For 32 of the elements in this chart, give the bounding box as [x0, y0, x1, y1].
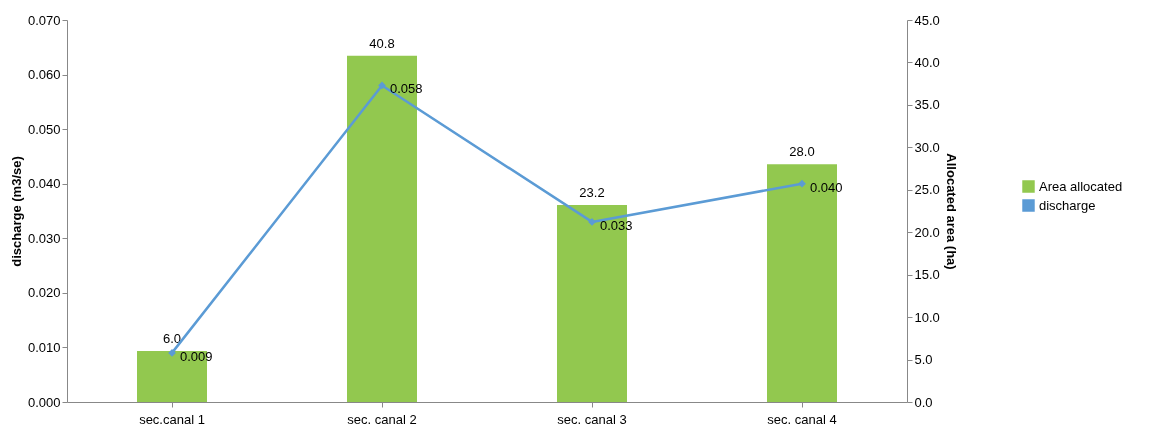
y2-tick-label: 10.0: [914, 309, 940, 325]
data-label: 28.0: [789, 144, 815, 160]
point: [798, 179, 806, 188]
data-label: 23.2: [579, 185, 605, 201]
y2-tick-label: 15.0: [914, 267, 940, 283]
y2-tick-label: 20.0: [914, 224, 940, 240]
x-tick-label: sec. canal 3: [557, 411, 627, 427]
data-label: 40.8: [369, 35, 395, 51]
y2-tick-label: 30.0: [914, 139, 940, 155]
y-axis-title: discharge (m3/se): [8, 156, 24, 267]
y-tick-label: 0.030: [27, 230, 61, 246]
y2-axis-title: Allocated area (ha): [943, 153, 959, 270]
y-tick-label: 0.020: [27, 285, 61, 301]
y-tick-label: 0.070: [27, 12, 61, 28]
x-tick-label: sec. canal 4: [767, 411, 837, 427]
legend-label: discharge: [1039, 197, 1096, 213]
y2-tick-label: 35.0: [914, 97, 940, 113]
x-tick-label: sec. canal 2: [347, 411, 417, 427]
y2-tick-label: 45.0: [914, 12, 940, 28]
y2-tick-label: 0.0: [914, 394, 933, 410]
y-tick-label: 0.050: [27, 121, 61, 137]
y2-tick-label: 40.0: [914, 54, 940, 70]
y-tick-label: 0.060: [27, 67, 61, 83]
y2-tick-label: 25.0: [914, 182, 940, 198]
y-tick-label: 0.010: [27, 339, 61, 355]
y-tick-label: 0.000: [27, 394, 61, 410]
point: [378, 81, 386, 90]
legend-label: Area allocated: [1039, 178, 1123, 194]
data-label: 6.0: [162, 331, 182, 347]
y2-tick-label: 5.0: [914, 352, 933, 368]
x-tick-label: sec.canal 1: [139, 411, 205, 427]
y-tick-label: 0.040: [27, 176, 61, 192]
